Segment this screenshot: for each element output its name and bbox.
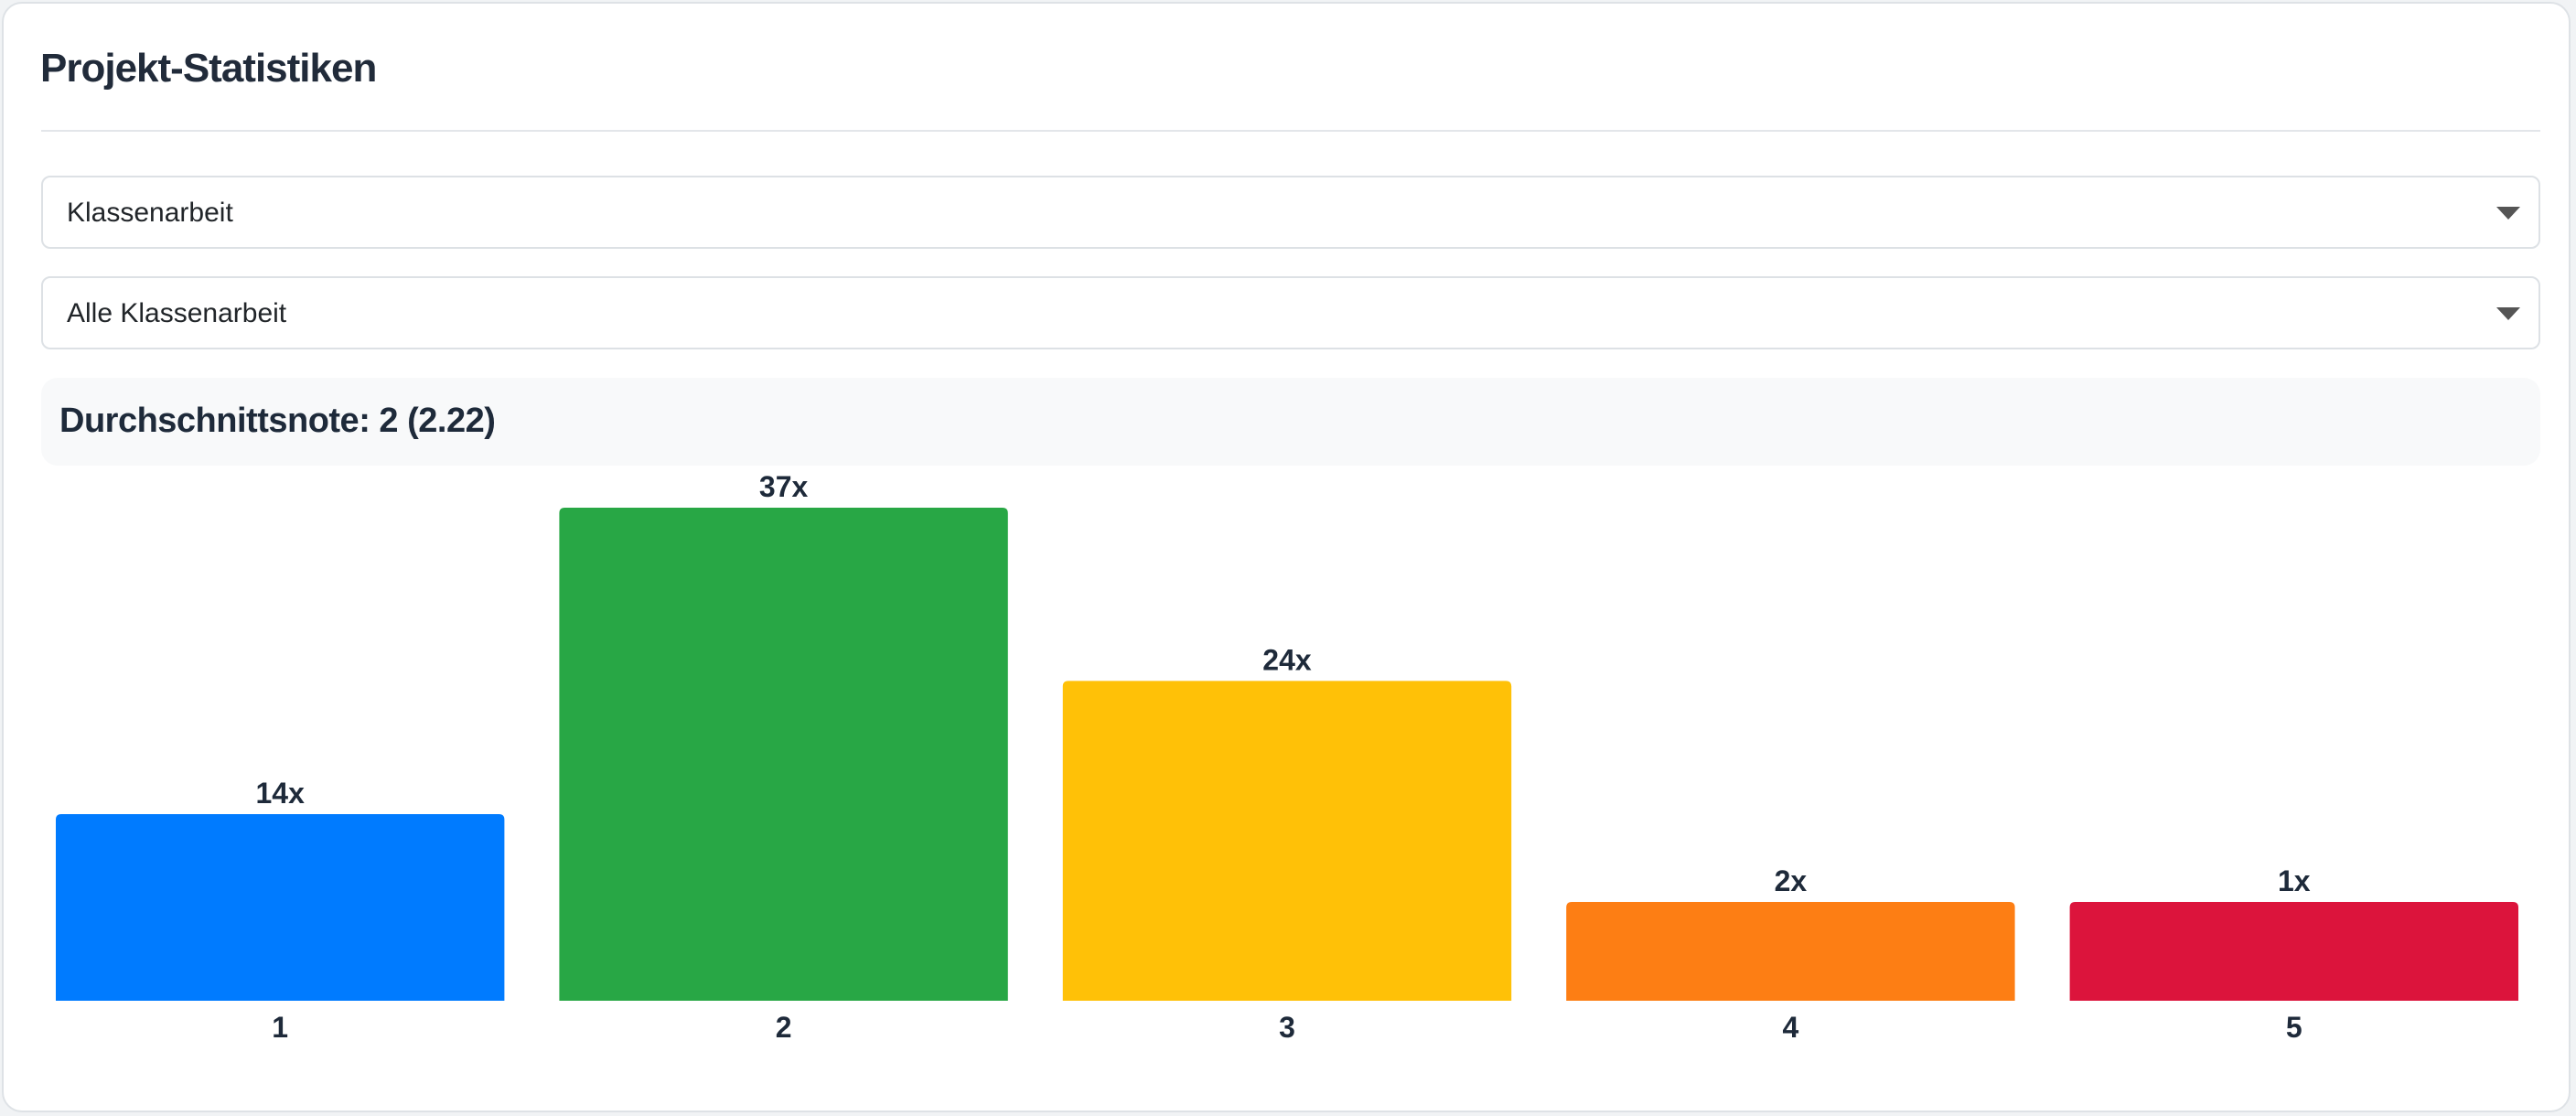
value-label: 24x	[1262, 643, 1312, 676]
select-value: Klassenarbeit	[67, 198, 233, 228]
x-tick-label: 5	[2286, 1011, 2302, 1044]
average-box: Durchschnittsnote: 2 (2.22)	[41, 378, 2540, 466]
x-tick-label: 1	[272, 1011, 288, 1044]
bar	[56, 814, 505, 1001]
x-tick-label: 4	[1783, 1011, 1799, 1044]
value-label: 14x	[256, 777, 306, 810]
value-label: 1x	[2278, 864, 2311, 897]
bar	[559, 508, 1008, 1001]
divider	[41, 130, 2540, 132]
exam-select[interactable]: Alle Klassenarbeit	[41, 276, 2540, 349]
card-title: Projekt-Statistiken	[40, 46, 377, 91]
bar	[1566, 902, 2015, 1001]
value-label: 37x	[759, 470, 809, 503]
select-value: Alle Klassenarbeit	[67, 298, 287, 328]
average-text: Durchschnittsnote: 2 (2.22)	[59, 402, 496, 440]
dropdown-arrow	[2496, 307, 2520, 320]
value-label: 2x	[1775, 864, 1808, 897]
dropdown-arrow	[2496, 207, 2520, 220]
bar	[2069, 902, 2518, 1001]
x-tick-label: 3	[1279, 1011, 1295, 1044]
type-select[interactable]: Klassenarbeit	[41, 176, 2540, 249]
x-tick-label: 2	[776, 1011, 792, 1044]
bar	[1062, 681, 1512, 1001]
